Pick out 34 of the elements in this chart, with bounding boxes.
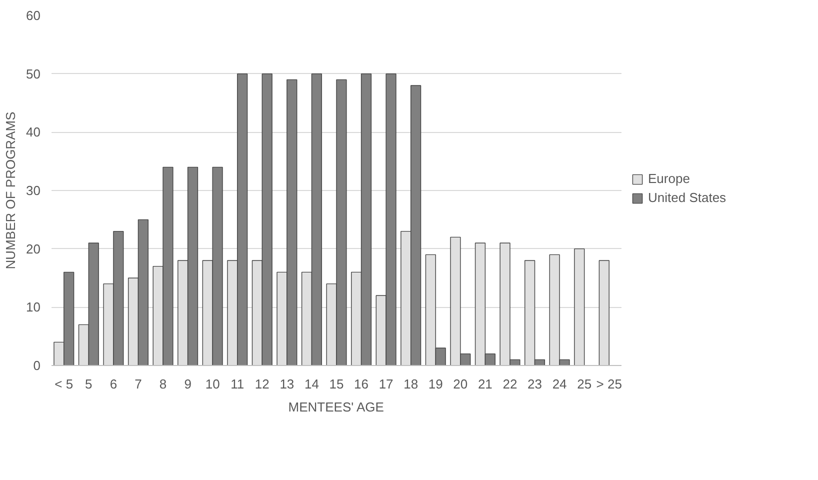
x-tick-label: 24 — [552, 376, 567, 392]
x-tick-label: 6 — [110, 376, 118, 392]
legend-label: Europe — [648, 171, 690, 186]
x-tick-label: 14 — [304, 376, 319, 392]
x-tick-label: 13 — [280, 376, 294, 392]
legend-label: United States — [648, 190, 726, 205]
y-axis-title: NUMBER OF PROGRAMS — [3, 111, 18, 270]
y-tick-label: 40 — [26, 124, 41, 140]
x-tick-label: 16 — [354, 376, 369, 392]
x-tick-label: 11 — [230, 376, 244, 392]
x-axis-title: MENTEES' AGE — [288, 400, 384, 414]
x-tick-label: 17 — [378, 376, 394, 392]
x-tick-label: 21 — [478, 376, 492, 392]
x-tick-label: 12 — [254, 376, 270, 392]
x-tick-label: 23 — [528, 376, 542, 392]
y-tick-label: 0 — [33, 358, 41, 373]
y-tick-label: 30 — [26, 183, 41, 198]
x-tick-label: 20 — [453, 376, 468, 392]
y-tick-label: 20 — [26, 241, 41, 256]
x-tick-label: < 5 — [54, 376, 74, 392]
x-tick-label: 7 — [134, 376, 142, 392]
x-tick-label: 10 — [205, 376, 220, 392]
x-tick-label: 5 — [85, 376, 92, 392]
y-tick-label: 60 — [26, 8, 41, 23]
x-tick-label: 8 — [159, 376, 167, 392]
y-tick-label: 50 — [26, 66, 41, 82]
x-tick-label: 15 — [329, 376, 344, 392]
x-tick-label: 19 — [428, 376, 443, 392]
x-tick-label: 22 — [502, 376, 518, 392]
x-tick-label: 18 — [404, 376, 418, 392]
x-tick-label: > 25 — [596, 376, 622, 392]
x-tick-label: 9 — [184, 376, 192, 392]
y-tick-label: 10 — [26, 300, 41, 315]
x-tick-label: 25 — [577, 376, 592, 392]
